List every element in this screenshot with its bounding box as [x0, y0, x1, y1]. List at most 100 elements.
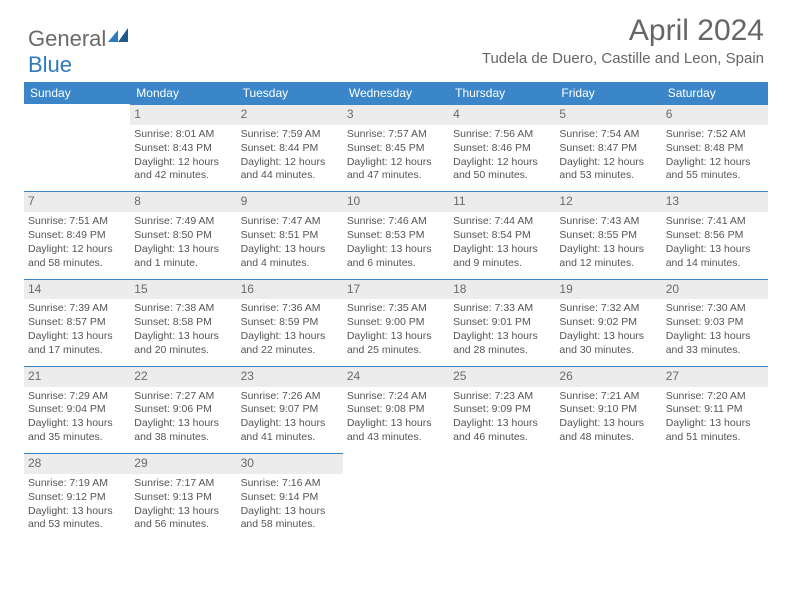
calendar-cell: 23Sunrise: 7:26 AMSunset: 9:07 PMDayligh…	[237, 366, 343, 453]
daylight-line: Daylight: 13 hours and 12 minutes.	[559, 243, 657, 271]
day-number: 25	[449, 366, 555, 387]
daylight-line: Daylight: 13 hours and 58 minutes.	[241, 505, 339, 533]
sunrise-line: Sunrise: 7:27 AM	[134, 390, 232, 404]
sunset-line: Sunset: 9:10 PM	[559, 403, 657, 417]
sunrise-line: Sunrise: 7:52 AM	[666, 128, 764, 142]
sunrise-line: Sunrise: 7:21 AM	[559, 390, 657, 404]
day-number: 11	[449, 191, 555, 212]
sunset-line: Sunset: 9:13 PM	[134, 491, 232, 505]
sunrise-line: Sunrise: 7:26 AM	[241, 390, 339, 404]
sunset-line: Sunset: 8:57 PM	[28, 316, 126, 330]
daylight-line: Daylight: 13 hours and 1 minute.	[134, 243, 232, 271]
weekday-header: Thursday	[449, 82, 555, 104]
day-number: 2	[237, 104, 343, 125]
daylight-line: Daylight: 13 hours and 9 minutes.	[453, 243, 551, 271]
day-number: 29	[130, 453, 236, 474]
sunset-line: Sunset: 8:56 PM	[666, 229, 764, 243]
calendar-table: SundayMondayTuesdayWednesdayThursdayFrid…	[24, 82, 768, 540]
daylight-line: Daylight: 13 hours and 25 minutes.	[347, 330, 445, 358]
sunrise-line: Sunrise: 7:47 AM	[241, 215, 339, 229]
sunset-line: Sunset: 9:07 PM	[241, 403, 339, 417]
sunrise-line: Sunrise: 7:32 AM	[559, 302, 657, 316]
calendar-cell: 27Sunrise: 7:20 AMSunset: 9:11 PMDayligh…	[662, 366, 768, 453]
sunset-line: Sunset: 8:50 PM	[134, 229, 232, 243]
daylight-line: Daylight: 13 hours and 6 minutes.	[347, 243, 445, 271]
weekday-header: Saturday	[662, 82, 768, 104]
calendar-cell	[24, 104, 130, 191]
sunset-line: Sunset: 8:47 PM	[559, 142, 657, 156]
day-number: 9	[237, 191, 343, 212]
weekday-header: Tuesday	[237, 82, 343, 104]
sunrise-line: Sunrise: 7:57 AM	[347, 128, 445, 142]
calendar-week-row: 1Sunrise: 8:01 AMSunset: 8:43 PMDaylight…	[24, 104, 768, 191]
calendar-cell: 2 Sunrise: 7:59 AMSunset: 8:44 PMDaylight…	[237, 104, 343, 191]
day-number: 18	[449, 279, 555, 300]
day-number: 22	[130, 366, 236, 387]
daylight-line: Daylight: 12 hours and 55 minutes.	[666, 156, 764, 184]
sunset-line: Sunset: 8:55 PM	[559, 229, 657, 243]
calendar-cell: 22Sunrise: 7:27 AMSunset: 9:06 PMDayligh…	[130, 366, 236, 453]
day-number: 8	[130, 191, 236, 212]
daylight-line: Daylight: 12 hours and 42 minutes.	[134, 156, 232, 184]
day-number: 19	[555, 279, 661, 300]
sunset-line: Sunset: 9:08 PM	[347, 403, 445, 417]
weekday-header: Monday	[130, 82, 236, 104]
calendar-cell: 17Sunrise: 7:35 AMSunset: 9:00 PMDayligh…	[343, 279, 449, 366]
calendar-cell: 26Sunrise: 7:21 AMSunset: 9:10 PMDayligh…	[555, 366, 661, 453]
sunset-line: Sunset: 8:48 PM	[666, 142, 764, 156]
calendar-cell: 13Sunrise: 7:41 AMSunset: 8:56 PMDayligh…	[662, 191, 768, 278]
calendar-week-row: 28Sunrise: 7:19 AMSunset: 9:12 PMDayligh…	[24, 453, 768, 540]
day-number: 7	[24, 191, 130, 212]
sunset-line: Sunset: 8:59 PM	[241, 316, 339, 330]
calendar-cell: 3Sunrise: 7:57 AMSunset: 8:45 PMDaylight…	[343, 104, 449, 191]
sunrise-line: Sunrise: 7:49 AM	[134, 215, 232, 229]
day-number: 13	[662, 191, 768, 212]
calendar-cell: 4Sunrise: 7:56 AMSunset: 8:46 PMDaylight…	[449, 104, 555, 191]
sunrise-line: Sunrise: 7:43 AM	[559, 215, 657, 229]
sunset-line: Sunset: 8:44 PM	[241, 142, 339, 156]
sunrise-line: Sunrise: 7:20 AM	[666, 390, 764, 404]
daylight-line: Daylight: 12 hours and 44 minutes.	[241, 156, 339, 184]
calendar-cell: 11Sunrise: 7:44 AMSunset: 8:54 PMDayligh…	[449, 191, 555, 278]
daylight-line: Daylight: 13 hours and 17 minutes.	[28, 330, 126, 358]
sunset-line: Sunset: 9:11 PM	[666, 403, 764, 417]
weekday-header: Wednesday	[343, 82, 449, 104]
sunset-line: Sunset: 9:03 PM	[666, 316, 764, 330]
calendar-cell: 6Sunrise: 7:52 AMSunset: 8:48 PMDaylight…	[662, 104, 768, 191]
day-number: 27	[662, 366, 768, 387]
calendar-cell: 12 Sunrise: 7:43 AMSunset: 8:55 PMDayligh…	[555, 191, 661, 278]
day-number: 10	[343, 191, 449, 212]
calendar-cell	[662, 453, 768, 540]
calendar-cell: 15Sunrise: 7:38 AMSunset: 8:58 PMDayligh…	[130, 279, 236, 366]
calendar-cell: 16Sunrise: 7:36 AMSunset: 8:59 PMDayligh…	[237, 279, 343, 366]
calendar-cell: 21Sunrise: 7:29 AMSunset: 9:04 PMDayligh…	[24, 366, 130, 453]
daylight-line: Daylight: 13 hours and 53 minutes.	[28, 505, 126, 533]
day-number: 5	[555, 104, 661, 125]
sunrise-line: Sunrise: 7:30 AM	[666, 302, 764, 316]
sunset-line: Sunset: 9:02 PM	[559, 316, 657, 330]
weekday-header: Friday	[555, 82, 661, 104]
daylight-line: Daylight: 13 hours and 28 minutes.	[453, 330, 551, 358]
day-number: 1	[130, 104, 236, 125]
sunrise-line: Sunrise: 7:44 AM	[453, 215, 551, 229]
sunrise-line: Sunrise: 7:23 AM	[453, 390, 551, 404]
calendar-cell: 10Sunrise: 7:46 AMSunset: 8:53 PMDayligh…	[343, 191, 449, 278]
day-number: 14	[24, 279, 130, 300]
calendar-cell: 9Sunrise: 7:47 AMSunset: 8:51 PMDaylight…	[237, 191, 343, 278]
daylight-line: Daylight: 13 hours and 41 minutes.	[241, 417, 339, 445]
daylight-line: Daylight: 13 hours and 56 minutes.	[134, 505, 232, 533]
daylight-line: Daylight: 13 hours and 20 minutes.	[134, 330, 232, 358]
day-number: 12	[555, 191, 661, 212]
sunrise-line: Sunrise: 7:46 AM	[347, 215, 445, 229]
daylight-line: Daylight: 12 hours and 58 minutes.	[28, 243, 126, 271]
calendar-week-row: 21Sunrise: 7:29 AMSunset: 9:04 PMDayligh…	[24, 366, 768, 453]
calendar-cell: 18Sunrise: 7:33 AMSunset: 9:01 PMDayligh…	[449, 279, 555, 366]
calendar-cell: 28Sunrise: 7:19 AMSunset: 9:12 PMDayligh…	[24, 453, 130, 540]
calendar-cell: 5Sunrise: 7:54 AMSunset: 8:47 PMDaylight…	[555, 104, 661, 191]
calendar-cell: 14 Sunrise: 7:39 AMSunset: 8:57 PMDayligh…	[24, 279, 130, 366]
sunset-line: Sunset: 8:46 PM	[453, 142, 551, 156]
sunrise-line: Sunrise: 7:39 AM	[28, 302, 126, 316]
sunrise-line: Sunrise: 7:59 AM	[241, 128, 339, 142]
calendar-week-row: 14Sunrise: 7:39 AMSunset: 8:57 PMDayligh…	[24, 279, 768, 366]
sunrise-line: Sunrise: 7:36 AM	[241, 302, 339, 316]
